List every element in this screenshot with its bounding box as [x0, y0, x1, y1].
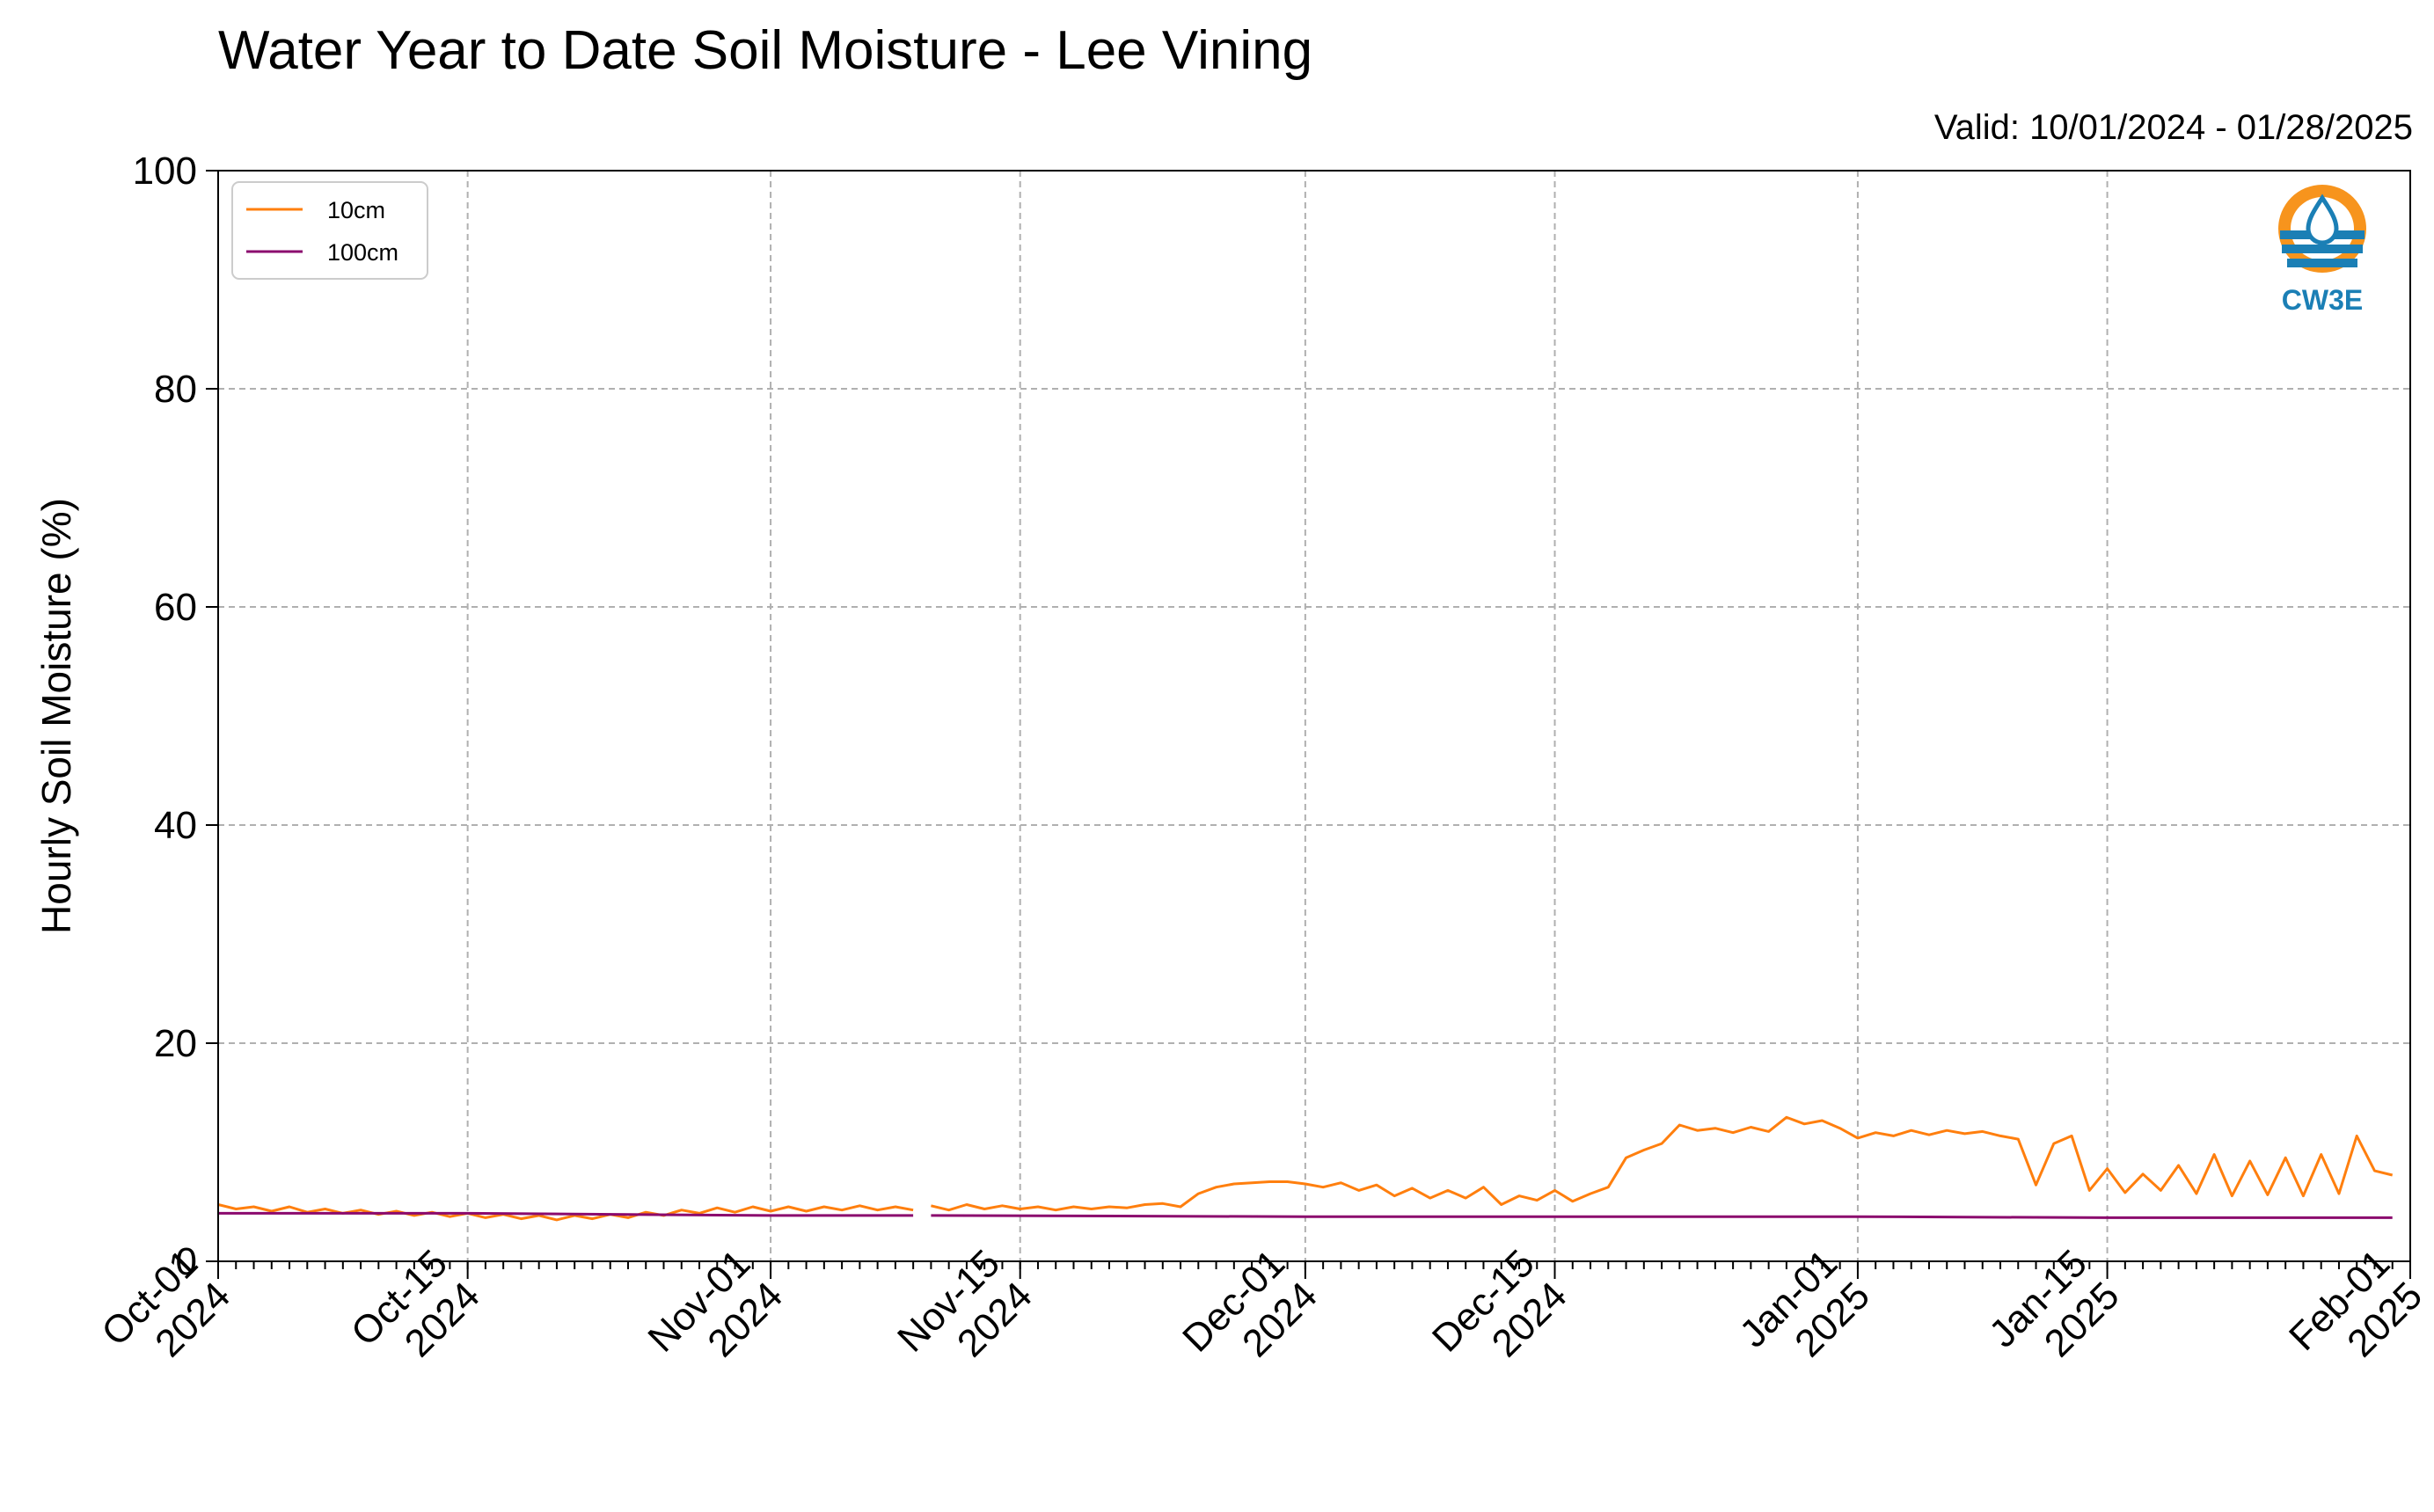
y-tick-label: 80	[154, 368, 197, 411]
legend-box	[231, 181, 428, 280]
water-drop-icon	[2306, 194, 2339, 245]
logo-text: CW3E	[2282, 284, 2363, 316]
series-layer	[217, 1115, 2394, 1222]
series-10cm	[217, 1115, 2394, 1222]
grid-lines	[218, 171, 2410, 1261]
valid-date-range: Valid: 10/01/2024 - 01/28/2025	[1933, 108, 2413, 147]
series-line-100cm	[931, 1214, 2393, 1219]
y-tick-label: 40	[154, 804, 197, 847]
legend-label-10cm: 10cm	[327, 197, 385, 223]
y-tick-label: 0	[176, 1240, 197, 1283]
series-line-10cm	[931, 1115, 2394, 1212]
cw3e-logo: CW3E	[2278, 185, 2366, 316]
chart-title: Water Year to Date Soil Moisture - Lee V…	[218, 20, 1313, 81]
y-tick-label: 60	[154, 586, 197, 629]
y-tick-label: 20	[154, 1022, 197, 1065]
series-line-100cm	[218, 1211, 914, 1217]
legend: 10cm 100cm	[231, 181, 428, 280]
y-axis: 0 20 40 60 80 100	[133, 150, 218, 1283]
legend-label-100cm: 100cm	[327, 239, 398, 266]
series-100cm	[218, 1211, 2393, 1219]
plot-frame	[217, 170, 2411, 1262]
y-axis-label: Hourly Soil Moisture (%)	[33, 498, 79, 934]
series-line-10cm	[217, 1203, 914, 1222]
y-tick-label: 100	[133, 150, 197, 193]
